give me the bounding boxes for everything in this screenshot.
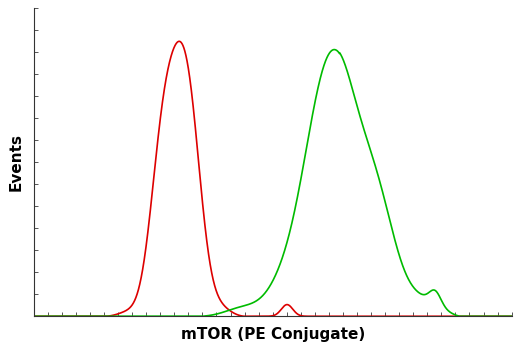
X-axis label: mTOR (PE Conjugate): mTOR (PE Conjugate) xyxy=(180,327,365,342)
Y-axis label: Events: Events xyxy=(8,133,23,191)
